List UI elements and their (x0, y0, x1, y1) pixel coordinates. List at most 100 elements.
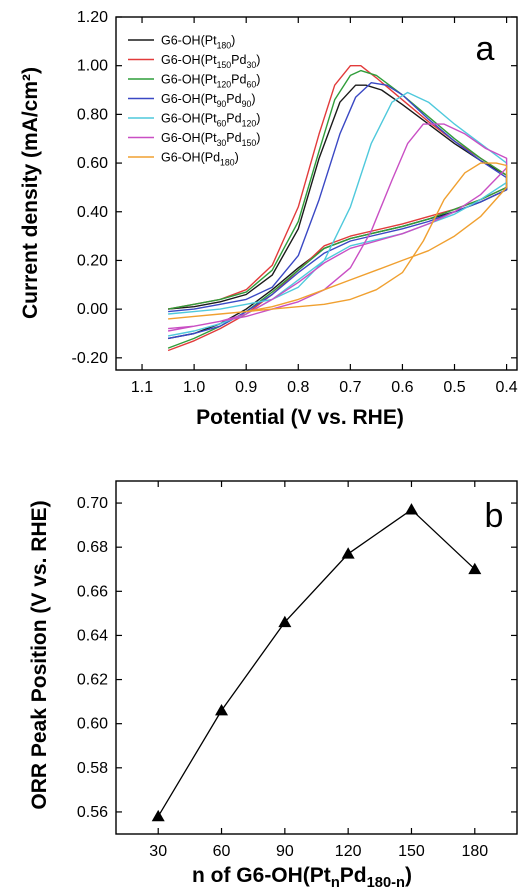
legend-label-base: G6-OH(Pt (161, 112, 217, 126)
legend-label-sub1: 30 (217, 138, 227, 148)
legend-label-sub1: 60 (217, 119, 227, 129)
panel-b-y-tick-label: 0.68 (77, 539, 108, 556)
panel-b-x-axis-title-end: ) (405, 864, 412, 887)
legend-label: G6-OH(Pt180) (161, 34, 235, 51)
legend-label-base: G6-OH(Pt (161, 34, 217, 48)
panel-a-x-tick-label: 0.7 (339, 379, 361, 396)
panel-b-y-tick-label: 0.58 (77, 760, 108, 777)
panel-b-x-axis: 30 60 90 120 150 180 (149, 481, 488, 860)
panel-b-series (151, 503, 482, 822)
panel-a-y-tick-label: 0.20 (77, 252, 108, 269)
panel-a-x-tick-label: 0.9 (235, 379, 257, 396)
panel-b-x-axis-title: n of G6-OH(PtnPd180-n) (192, 864, 412, 888)
panel-a-x-tick-label: 0.5 (443, 379, 465, 396)
panel-b-x-tick-label: 150 (398, 843, 425, 860)
data-point-triangle (151, 809, 165, 822)
panel-b-y-tick-label: 0.62 (77, 672, 108, 689)
legend-label-base: G6-OH(Pt (161, 92, 217, 106)
legend-label-end: ) (231, 34, 235, 48)
panel-b-y-axis-title: ORR Peak Position (V vs. RHE) (28, 500, 51, 809)
panel-b-x-axis-title-mid: Pd (340, 864, 367, 887)
data-point-triangle (404, 503, 418, 515)
panel-a-legend: G6-OH(Pt180)G6-OH(Pt150Pd30)G6-OH(Pt120P… (128, 34, 260, 168)
cv-curve-series-5 (167, 91, 508, 337)
legend-label-sub2: 120 (242, 119, 257, 129)
legend-label-end: ) (256, 73, 260, 87)
legend-label-sub1: 90 (217, 99, 227, 109)
panel-b-y-axis: 0.56 0.58 0.60 0.62 0.64 0.66 0.68 0.70 (77, 495, 517, 821)
panel-a-x-tick-label: 0.4 (495, 379, 517, 396)
legend-label: G6-OH(Pt150Pd30) (161, 53, 260, 70)
panel-a-x-axis: 1.1 1.0 0.9 0.8 0.7 0.6 0.5 0.4 (131, 17, 518, 396)
legend-label-sub2: 30 (246, 60, 256, 70)
legend-label-base: G6-OH(Pd (161, 151, 220, 165)
legend-label-end: ) (235, 151, 239, 165)
legend-label-sub1: 180 (217, 41, 232, 51)
legend-label: G6-OH(Pt90Pd90) (161, 92, 256, 109)
panel-b-x-tick-label: 120 (335, 843, 362, 860)
legend-label-base: G6-OH(Pt (161, 131, 217, 145)
panel-a-letter: a (476, 30, 495, 68)
panel-a-x-tick-label: 0.8 (287, 379, 309, 396)
panel-b-letter: b (485, 497, 504, 535)
legend-label-mid: Pd (231, 53, 246, 67)
panel-b-peak-position: 30 60 90 120 150 180 0.56 0.58 0.60 0.62 0.64 0.66… (28, 480, 518, 888)
panel-b-plot-frame (115, 480, 518, 835)
panel-b-x-tick-label: 180 (461, 843, 488, 860)
panel-a-x-tick-label: 0.6 (391, 379, 413, 396)
panel-b-y-tick-label: 0.64 (77, 627, 108, 644)
data-point-triangle (215, 703, 229, 716)
legend-label: G6-OH(Pt120Pd60) (161, 73, 260, 90)
legend-label-mid: Pd (231, 73, 246, 87)
panel-b-y-tick-label: 0.60 (77, 716, 108, 733)
legend-label-end: ) (251, 92, 255, 106)
legend-label-mid: Pd (226, 92, 241, 106)
panel-a-plot-frame (115, 16, 518, 371)
legend-label-sub1: 180 (220, 158, 235, 168)
panel-a-y-axis: -0.20 0.00 0.20 0.40 0.60 0.80 1.00 1.20 (72, 9, 517, 367)
legend-label-end: ) (256, 131, 260, 145)
panel-a-cyclic-voltammogram: 1.1 1.0 0.9 0.8 0.7 0.6 0.5 0.4 -0.20 0.00 0.20 0.… (19, 9, 518, 429)
cv-curve-series-4 (167, 82, 508, 340)
panel-b-x-axis-title-base: n of G6-OH(Pt (192, 864, 331, 887)
legend-label-end: ) (256, 112, 260, 126)
legend-label: G6-OH(Pt30Pd150) (161, 131, 260, 148)
data-point-triangle (341, 547, 355, 559)
panel-b-x-axis-title-sub2: 180-n (367, 875, 405, 888)
data-point-triangle (278, 615, 292, 628)
legend-label: G6-OH(Pt60Pd120) (161, 112, 260, 129)
panel-a-curves (167, 65, 508, 352)
panel-b-x-axis-title-sub1: n (331, 875, 340, 888)
panel-b-x-tick-label: 60 (213, 843, 231, 860)
legend-label-mid: Pd (226, 131, 241, 145)
legend-label-sub1: 150 (217, 60, 232, 70)
legend-label-mid: Pd (226, 112, 241, 126)
legend-label-base: G6-OH(Pt (161, 73, 217, 87)
legend-label-sub2: 60 (246, 80, 256, 90)
legend-label-sub1: 120 (217, 80, 232, 90)
panel-a-x-axis-title: Potential (V vs. RHE) (196, 406, 404, 429)
panel-a-y-tick-label: 0.00 (77, 301, 108, 318)
cv-curve-series-3 (167, 69, 508, 349)
panel-a-y-tick-label: 1.20 (77, 9, 108, 26)
panel-a-y-tick-label: 1.00 (77, 58, 108, 75)
panel-a-y-tick-label: 0.60 (77, 155, 108, 172)
legend-label-sub2: 90 (242, 99, 252, 109)
data-point-triangle (468, 562, 482, 575)
peak-position-line (157, 508, 476, 817)
panel-b-x-tick-label: 30 (149, 843, 167, 860)
cv-curve-series-6 (167, 123, 508, 332)
panel-a-y-tick-label: 0.40 (77, 204, 108, 221)
panel-b-y-tick-label: 0.56 (77, 804, 108, 821)
panel-a-x-tick-label: 1.0 (183, 379, 205, 396)
panel-b-y-tick-label: 0.70 (77, 495, 108, 512)
panel-a-y-tick-label: 0.80 (77, 106, 108, 123)
legend-label-base: G6-OH(Pt (161, 53, 217, 67)
cv-curve-series-7 (168, 162, 508, 320)
legend-label: G6-OH(Pd180) (161, 151, 239, 168)
panel-a-y-axis-title: Current density (mA/cm²) (19, 67, 42, 319)
panel-b-x-tick-label: 90 (276, 843, 294, 860)
legend-label-end: ) (256, 53, 260, 67)
panel-a-y-tick-label: -0.20 (72, 350, 109, 367)
